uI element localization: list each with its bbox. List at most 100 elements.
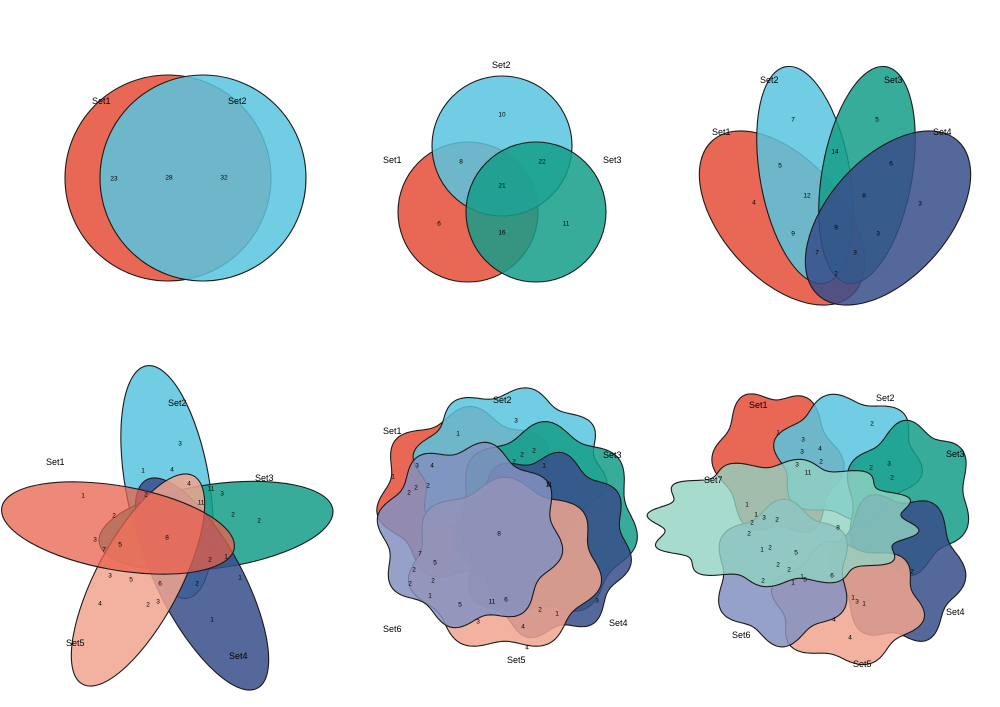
- venn6-count-21: 1: [428, 593, 432, 600]
- venn5-label-set1: Set1: [46, 457, 65, 467]
- venn6-count-29: 4: [521, 624, 525, 631]
- venn6-count-18: 2: [412, 567, 416, 574]
- venn7-count-7: 3: [795, 462, 799, 469]
- venn7-count-5: 2: [819, 459, 823, 466]
- venn4-count-3: 14: [831, 149, 839, 156]
- venn5-count-14: 7: [102, 547, 106, 554]
- venn7-label-set4: Set4: [946, 607, 965, 617]
- venn5-count-22: 2: [195, 581, 199, 588]
- venn5-label-set3: Set3: [255, 473, 274, 483]
- venn3-label-set2: Set2: [492, 60, 511, 70]
- venn6-count-27: 1: [555, 611, 559, 618]
- venn7-count-20: 2: [768, 545, 772, 552]
- venn6-count-24: 6: [504, 597, 508, 604]
- venn7-count-18: 2: [775, 517, 779, 524]
- venn6-count-26: 2: [538, 607, 542, 614]
- venn7-count-6: 11: [805, 470, 812, 477]
- venn5-count-25: 3: [156, 599, 160, 606]
- venn4-count-14: 3: [853, 250, 857, 257]
- venn7-label-set7: Set7: [704, 475, 723, 485]
- venn6-count-4: 1: [542, 463, 546, 470]
- venn6-count-10: 1: [391, 474, 395, 481]
- venn7-count-29: 1: [851, 595, 855, 602]
- venn2-count-3: 32: [220, 175, 228, 182]
- venn5-count-26: 4: [98, 601, 102, 608]
- venn6-count-19: 2: [431, 578, 435, 585]
- venn5-count-24: 2: [146, 602, 150, 609]
- venn6-count-25: 3: [476, 619, 480, 626]
- venn6-count-15: 8: [497, 531, 501, 538]
- venn7-label-set1: Set1: [749, 400, 768, 410]
- venn7-count-1: 1: [776, 430, 780, 437]
- venn3-count-1: 10: [498, 112, 506, 119]
- venn5-count-5: 4: [187, 481, 191, 488]
- venn4-count-5: 4: [752, 200, 756, 207]
- venn2-label-set2: Set2: [228, 96, 247, 106]
- venn5-count-2: 1: [141, 468, 145, 475]
- venn7-count-17: 2: [747, 531, 751, 538]
- venn7-count-11: 2: [869, 465, 873, 472]
- venn6-count-6: 2: [512, 459, 516, 466]
- venn4-count-1: 7: [791, 117, 795, 124]
- venn3-count-6: 11: [563, 221, 570, 228]
- venn7-count-34: 2: [910, 569, 914, 576]
- venn2-circle-set2: [99, 74, 307, 282]
- venn7-count-19: 1: [760, 547, 764, 554]
- venn6-count-9: 3: [415, 463, 419, 470]
- venn6-label-set3: Set3: [603, 450, 622, 460]
- venn4-count-6: 6: [889, 161, 893, 168]
- venn7-count-23: 2: [787, 567, 791, 574]
- venn5-count-27: 1: [210, 617, 214, 624]
- venn3-circle-set3: [465, 141, 607, 283]
- venn7-count-13: 1: [754, 512, 758, 519]
- venn7-count-12: 1: [745, 502, 749, 509]
- venn5-count-21: 6: [158, 581, 162, 588]
- venn5-label-set2: Set2: [168, 398, 187, 408]
- venn7-count-33: 4: [848, 635, 852, 642]
- venn5-count-16: 8: [165, 535, 169, 542]
- venn3-count-3: 22: [538, 159, 546, 166]
- venn4-label-set3: Set3: [884, 75, 903, 85]
- venn5-count-12: 2: [257, 518, 261, 525]
- venn6-count-2: 1: [456, 431, 460, 438]
- venn6-count-17: 5: [433, 560, 437, 567]
- venn3-label-set1: Set1: [383, 155, 402, 165]
- venn4-label-set1: Set1: [712, 127, 731, 137]
- venn6-count-7: 1: [546, 481, 550, 488]
- venn7-count-28: 6: [830, 573, 834, 580]
- venn6-count-13: 2: [426, 483, 430, 490]
- venn5-count-23: 1: [238, 575, 242, 582]
- venn5-ellipse-set1: [1, 481, 235, 575]
- venn4-count-4: 5: [875, 117, 879, 124]
- venn4-count-8: 8: [862, 193, 866, 200]
- venn4-count-7: 12: [803, 193, 811, 200]
- venn5-count-15: 5: [118, 542, 122, 549]
- venn4-count-2: 5: [778, 163, 782, 170]
- venn7-label-set3: Set3: [946, 449, 965, 459]
- venn6-label-set5: Set5: [507, 655, 526, 665]
- venn5-count-4: 1: [81, 493, 85, 500]
- venn7-count-22: 5: [794, 550, 798, 557]
- venn5-count-13: 3: [93, 537, 97, 544]
- venn3-count-7: 16: [498, 230, 506, 237]
- venn2-label-set1: Set1: [92, 96, 111, 106]
- venn7-count-30: 1: [862, 601, 866, 608]
- venn6-label-set6: Set6: [383, 624, 402, 634]
- venn6-count-30: 4: [525, 645, 529, 652]
- venn7-label-set6: Set6: [732, 630, 751, 640]
- venn5-count-17: 2: [208, 557, 212, 564]
- venn6-count-1: 3: [514, 418, 518, 425]
- venn5-count-7: 11: [198, 500, 205, 507]
- venn6-count-23: 11: [489, 599, 496, 606]
- venn3-count-5: 6: [437, 221, 441, 228]
- venn7-count-4: 4: [818, 446, 822, 453]
- venn7-count-16: 3: [762, 515, 766, 522]
- venn3-count-4: 21: [498, 183, 506, 190]
- venn6-count-16: 7: [418, 551, 422, 558]
- venn4-label-set2: Set2: [760, 75, 779, 85]
- venn4-ellipse-set4: [804, 130, 972, 306]
- venn7-count-26: 1: [800, 574, 804, 581]
- venn6-count-5: 2: [520, 452, 524, 459]
- venn4-count-13: 7: [815, 250, 819, 257]
